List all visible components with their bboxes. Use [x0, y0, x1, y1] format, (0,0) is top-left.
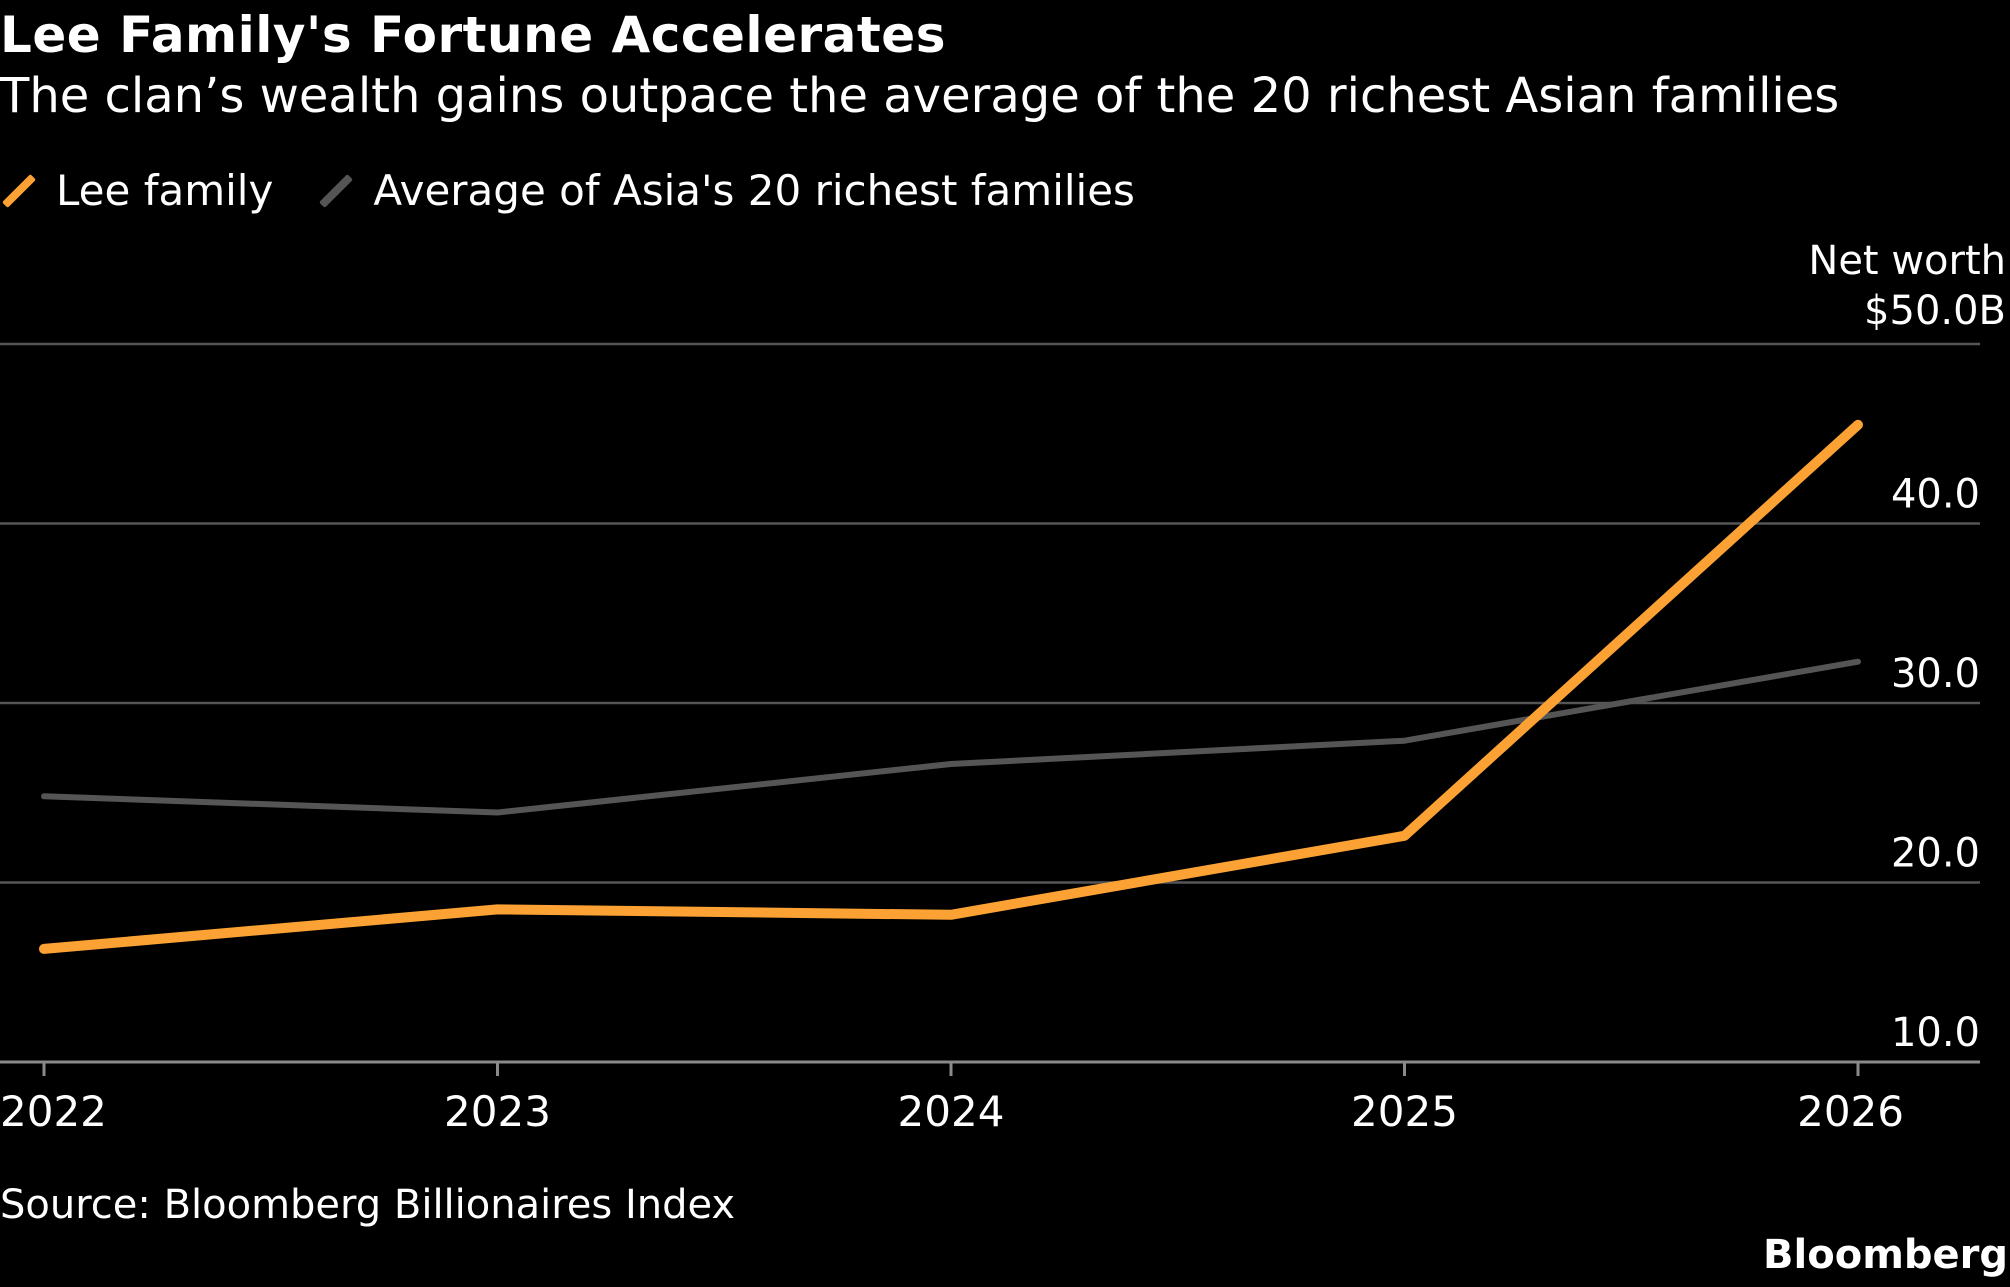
x-tick-label-2024: 2024	[898, 1087, 1005, 1136]
source-note: Source: Bloomberg Billionaires Index	[0, 1182, 736, 1228]
chart-legend: Lee family Average of Asia's 20 richest …	[0, 160, 1179, 220]
y-tick-label-30: 30.0	[1891, 651, 1980, 697]
x-tick-label-2022: 2022	[0, 1087, 107, 1136]
series-line-lee-family	[39, 419, 1863, 954]
x-tick-label-2025: 2025	[1351, 1087, 1458, 1136]
y-tick-label-20: 20.0	[1891, 831, 1980, 877]
y-axis-unit-label: Net worth $50.0B	[1808, 236, 2006, 336]
series-line-average	[41, 658, 1861, 816]
y-axis-unit-line1: Net worth	[1808, 238, 2006, 284]
chart-subtitle: The clan’s wealth gains outpace the aver…	[0, 68, 1840, 124]
legend-item-lee-family: Lee family	[0, 166, 273, 215]
y-tick-label-40: 40.0	[1891, 472, 1980, 518]
bloomberg-logo: Bloomberg	[1763, 1232, 2008, 1278]
legend-label-lee-family: Lee family	[56, 165, 274, 215]
y-axis-unit-line2: $50.0B	[1864, 288, 2006, 334]
y-tick-label-10: 10.0	[1891, 1010, 1980, 1056]
x-tick-label-2026: 2026	[1797, 1087, 1904, 1136]
legend-item-average: Average of Asia's 20 richest families	[317, 166, 1135, 215]
legend-label-average: Average of Asia's 20 richest families	[373, 165, 1135, 215]
chart-title: Lee Family's Fortune Accelerates	[0, 6, 946, 64]
x-tick-label-2023: 2023	[444, 1087, 551, 1136]
